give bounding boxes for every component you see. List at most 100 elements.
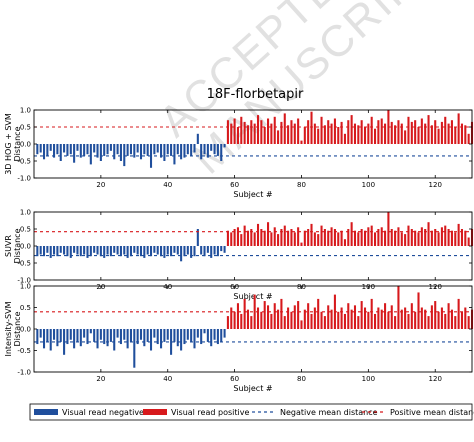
bar-positive [303, 309, 306, 329]
bar-negative [213, 144, 216, 155]
bar-positive [467, 316, 470, 329]
panel-3: -1.0 -0.5 0.0 0.5 1.0 20 40 60 80 100 120 Subject #… [4, 283, 474, 393]
bar-positive [300, 242, 303, 246]
bar-positive [367, 311, 370, 329]
bar-positive [250, 120, 253, 144]
bar-negative [99, 329, 102, 340]
bar-negative [73, 144, 76, 163]
bar-positive [380, 227, 383, 246]
x-tick-label: 120 [429, 375, 442, 383]
bar-positive [270, 313, 273, 329]
bar-negative [200, 329, 203, 345]
bar-positive [460, 229, 464, 246]
bar-positive [226, 230, 229, 246]
bar-positive [280, 229, 283, 246]
bar-negative [163, 144, 166, 161]
bar-positive [400, 232, 403, 246]
bar-negative [136, 144, 139, 153]
bar-positive [253, 294, 256, 329]
bar-positive [390, 305, 393, 329]
y-axis-label: Intensity-SVMDistance [4, 301, 22, 356]
bar-negative [200, 144, 203, 160]
y-tick-label: -1.0 [17, 277, 31, 285]
bar-positive [246, 125, 250, 144]
bar-positive [343, 133, 346, 144]
x-tick-label: 120 [429, 181, 442, 189]
bar-positive [350, 115, 353, 144]
bar-positive [287, 230, 290, 246]
bar-positive [343, 313, 346, 329]
bar-negative [173, 144, 176, 165]
bar-positive [350, 222, 353, 246]
x-tick-label: 80 [297, 181, 306, 189]
bar-positive [467, 237, 470, 246]
legend-label-negative-mean: Negative mean distance [280, 408, 378, 417]
bar-positive [256, 307, 260, 329]
bar-positive [460, 123, 464, 144]
bar-negative [106, 329, 109, 347]
y-tick-label: -1.0 [17, 175, 31, 183]
bar-negative [223, 246, 226, 253]
bar-positive [230, 307, 233, 329]
bar-positive [454, 316, 457, 329]
bar-positive [337, 232, 340, 246]
bar-negative [129, 329, 132, 342]
bar-positive [283, 225, 286, 246]
bar-negative [149, 246, 153, 257]
y-axis-label: 3D HOG + SVMDistance [4, 113, 22, 175]
bar-negative [96, 246, 99, 255]
bar-negative [183, 144, 186, 158]
bar-positive [447, 229, 450, 246]
x-tick-label: 20 [96, 375, 105, 383]
bar-positive [404, 130, 407, 144]
bar-negative [73, 329, 76, 349]
bar-negative [42, 144, 46, 160]
bar-positive [444, 313, 447, 329]
bar-negative [143, 329, 146, 347]
bar-positive [414, 230, 417, 246]
bar-positive [457, 223, 460, 246]
y-tick-label: 0.0 [20, 243, 31, 251]
bar-negative [170, 329, 173, 355]
bar-positive [420, 307, 423, 329]
bar-negative [89, 246, 92, 257]
x-axis-label: Subject # [233, 190, 272, 199]
bar-negative [56, 246, 59, 257]
bar-positive [333, 118, 336, 144]
bar-negative [143, 246, 146, 258]
bar-positive [320, 225, 323, 246]
bar-positive [243, 225, 246, 246]
bar-positive [464, 125, 467, 144]
bar-negative [39, 246, 42, 255]
bar-positive [384, 123, 387, 144]
bar-positive [263, 127, 266, 144]
bar-positive [290, 120, 293, 144]
bar-negative [109, 144, 112, 151]
y-tick-label: 0.5 [20, 304, 31, 312]
bar-negative [176, 144, 179, 155]
bar-negative [93, 144, 96, 153]
bar-positive [263, 301, 266, 329]
bar-negative [146, 246, 149, 255]
bar-positive [464, 307, 467, 329]
bar-negative [69, 246, 72, 258]
bar-negative [180, 144, 183, 160]
bar-positive [267, 222, 270, 246]
bar-positive [397, 227, 400, 246]
bar-positive [236, 227, 239, 246]
bar-positive [377, 307, 380, 329]
bar-negative [136, 246, 139, 255]
bar-positive [434, 301, 437, 329]
bar-negative [170, 246, 173, 257]
bar-negative [79, 144, 82, 158]
bar-positive [260, 229, 263, 246]
bar-negative [49, 329, 52, 351]
bar-negative [196, 133, 199, 144]
x-tick-label: 40 [163, 181, 172, 189]
bar-positive [323, 229, 326, 246]
bar-positive [410, 303, 413, 329]
bar-positive [357, 232, 360, 246]
bar-negative [160, 329, 163, 349]
bar-negative [156, 246, 159, 255]
bar-positive [384, 303, 387, 329]
